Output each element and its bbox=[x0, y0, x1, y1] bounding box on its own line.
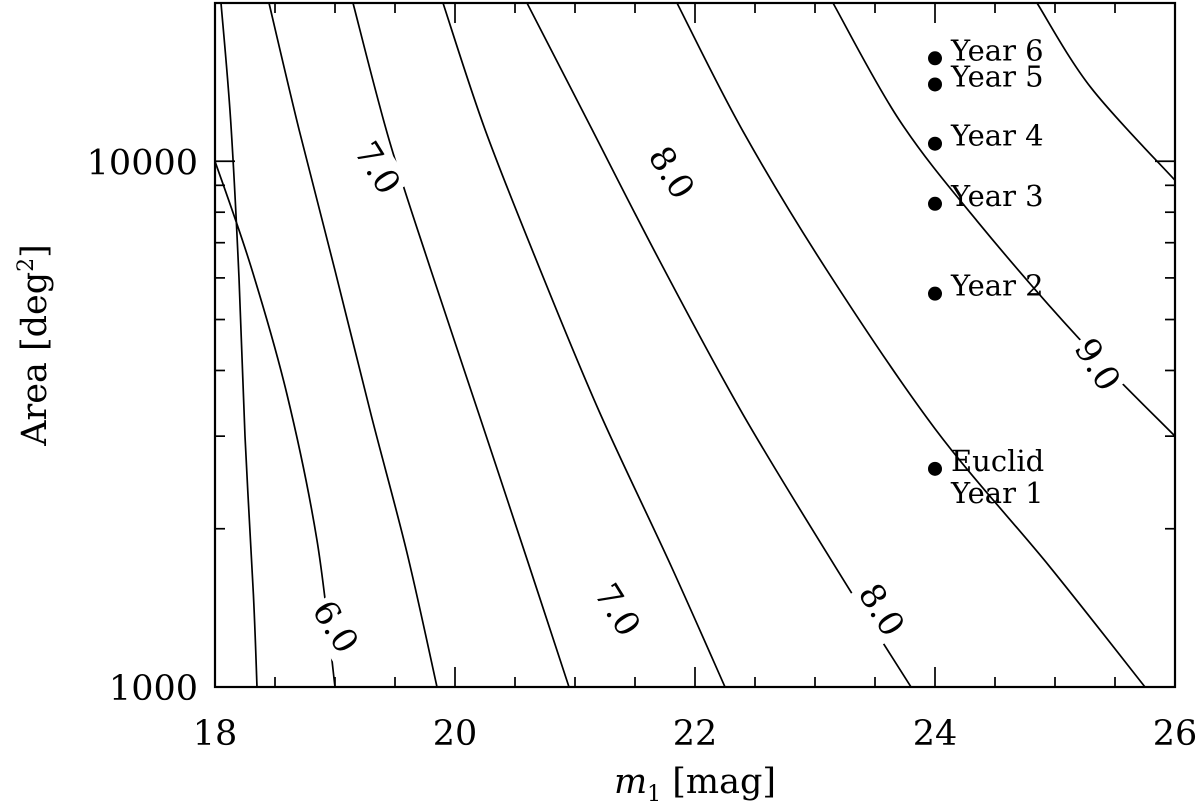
contour-label: 8.0 bbox=[640, 139, 703, 206]
y-tick-label: 1000 bbox=[109, 669, 198, 709]
contour-lines bbox=[214, 2, 1176, 688]
contour-line-10 bbox=[1036, 2, 1176, 181]
x-axis-symbol: m bbox=[614, 762, 647, 802]
contour-label-mask bbox=[848, 574, 914, 647]
data-point-label: Year 1 bbox=[950, 476, 1044, 510]
data-point-label: Year 2 bbox=[950, 269, 1044, 303]
contour-label: 8.0 bbox=[850, 577, 913, 644]
contour-line-8 bbox=[442, 2, 726, 688]
contour-label-mask bbox=[584, 574, 650, 647]
x-tick-label: 18 bbox=[193, 714, 238, 754]
contour-label-mask bbox=[1064, 328, 1130, 401]
y-axis-superscript: 2 bbox=[14, 258, 39, 272]
data-point bbox=[928, 461, 942, 476]
data-point bbox=[928, 136, 942, 151]
data-point bbox=[928, 77, 942, 92]
x-tick-label: 24 bbox=[913, 714, 958, 754]
x-axis-subscript: 1 bbox=[647, 782, 661, 806]
contour-label: 7.0 bbox=[586, 577, 649, 644]
data-point bbox=[928, 51, 942, 66]
x-tick-label: 22 bbox=[673, 714, 718, 754]
contour-line-7 bbox=[268, 2, 438, 688]
contour-label: 6.0 bbox=[304, 594, 367, 661]
contour-line-6 bbox=[220, 2, 258, 688]
data-point bbox=[928, 196, 942, 211]
contour-label: 7.0 bbox=[346, 135, 409, 202]
x-axis-unit: [mag] bbox=[661, 762, 776, 802]
data-point bbox=[928, 286, 942, 301]
data-point-label: Year 5 bbox=[950, 59, 1044, 93]
data-point-label: Year 6 bbox=[950, 33, 1044, 67]
y-axis-label: Area [deg2] bbox=[14, 244, 55, 447]
axis-ticks bbox=[214, 2, 1176, 688]
y-axis-close: ] bbox=[15, 244, 55, 258]
y-axis-text: Area [deg bbox=[15, 272, 55, 447]
contour-label-mask bbox=[638, 136, 704, 210]
plot-frame bbox=[213, 1, 1177, 689]
contour-label-mask bbox=[302, 591, 368, 664]
contour-line-8-5 bbox=[526, 2, 912, 688]
data-point-label: Year 3 bbox=[950, 179, 1044, 213]
contour-line-9 bbox=[676, 2, 1146, 688]
contour-line-6-5 bbox=[214, 161, 336, 688]
y-tick-label: 10000 bbox=[87, 143, 198, 183]
data-point-label: Euclid bbox=[951, 444, 1044, 478]
data-point-label: Year 4 bbox=[950, 119, 1044, 153]
axis-tick-labels: 18 20 22 24 26 1000 10000 bbox=[87, 143, 1198, 754]
contour-label-mask bbox=[344, 132, 410, 205]
contour-label: 9.0 bbox=[1066, 331, 1129, 398]
x-tick-label: 26 bbox=[1153, 714, 1198, 754]
x-tick-label: 20 bbox=[433, 714, 478, 754]
contour-line-7-5 bbox=[352, 2, 570, 688]
x-axis-label: m1 [mag] bbox=[614, 762, 776, 806]
